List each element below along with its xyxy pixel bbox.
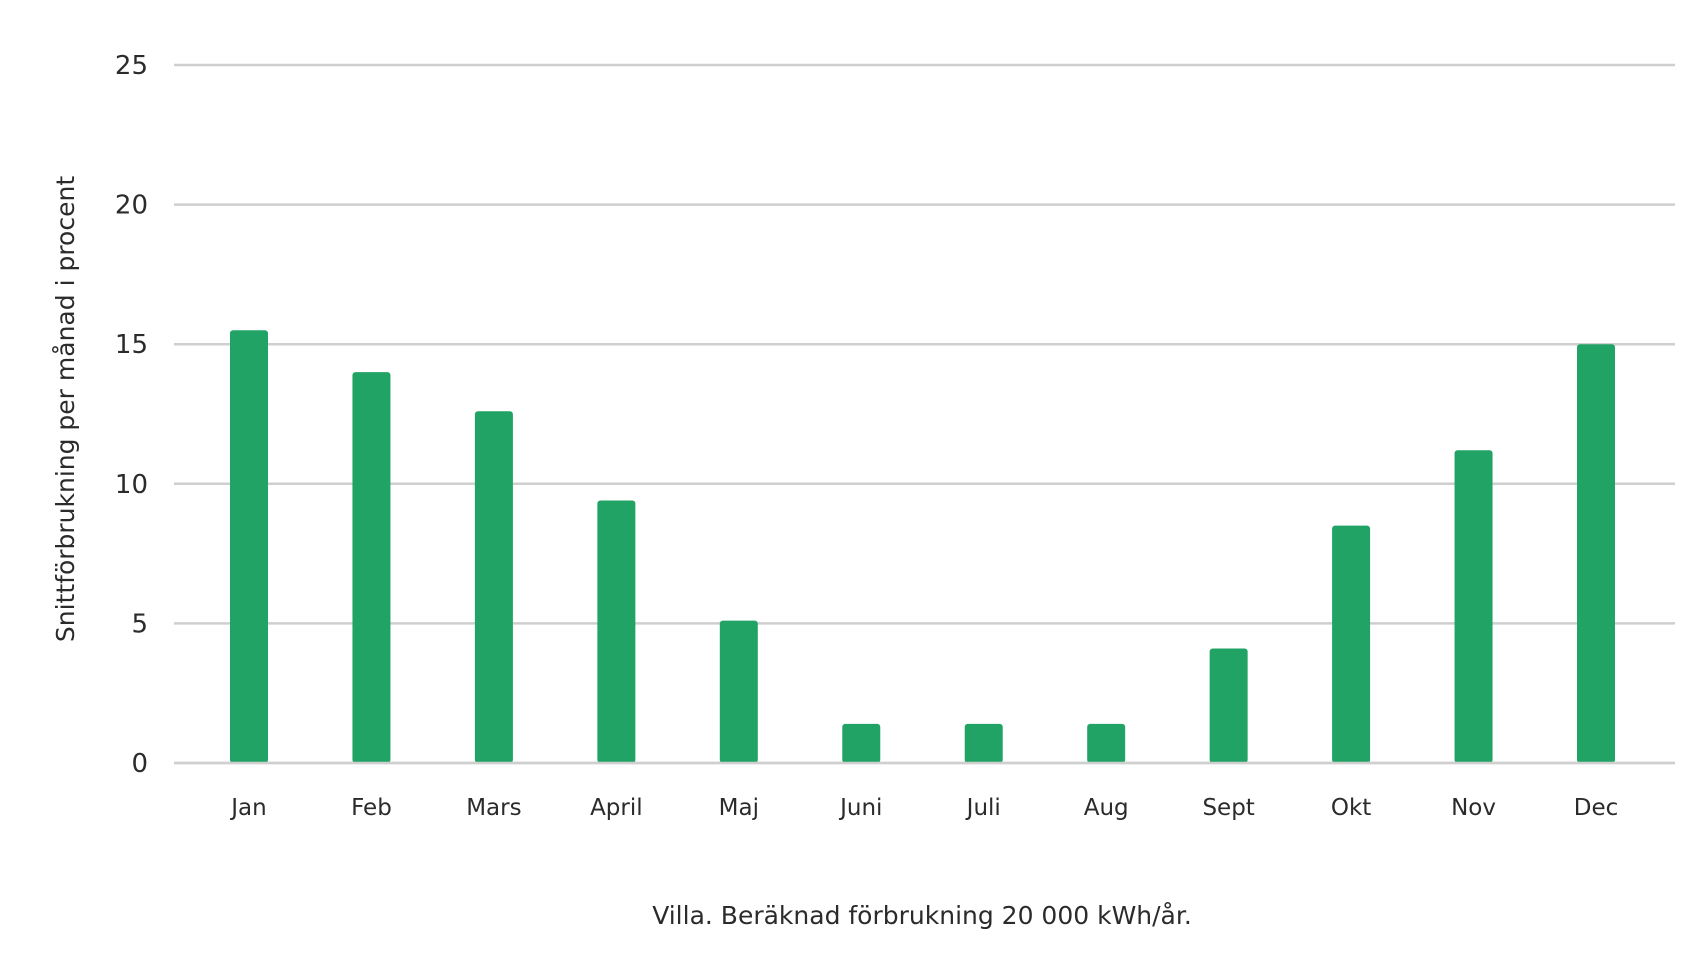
x-tick-label: Aug [1084,795,1129,821]
x-axis-ticks: Jan Feb Mars April Maj Juni Juli Aug Sept Okt Nov D… [229,795,1618,821]
y-tick-label: 5 [131,609,148,639]
bar-jan [230,330,268,763]
bar-juli [964,723,1003,763]
x-tick-label: Sept [1202,795,1254,821]
y-tick-label: 20 [115,191,148,221]
bars [174,330,1675,765]
y-tick-label: 0 [131,749,148,779]
x-tick-label: Dec [1574,795,1619,821]
x-tick-label: April [590,795,643,821]
bar-juni [842,723,881,763]
y-tick-label: 25 [115,51,148,81]
bar-okt [1332,525,1371,763]
y-axis-ticks: 0 5 10 15 20 25 [115,51,148,779]
x-axis-title: Villa. Beräknad förbrukning 20 000 kWh/å… [652,901,1192,930]
bar-dec [1577,344,1615,763]
y-tick-label: 10 [115,470,148,500]
x-tick-label: Maj [719,795,759,821]
x-tick-label: Juni [838,795,882,821]
x-tick-label: Jan [229,795,266,821]
x-tick-label: Juli [965,795,1001,821]
gridlines [174,63,1675,765]
bar-sept [1209,648,1248,763]
y-axis-title: Snittförbrukning per månad i procent [51,176,80,642]
y-tick-label: 15 [115,330,148,360]
bar-feb [352,372,391,763]
bar-aug [1087,723,1126,763]
bar-nov [1454,450,1493,763]
bar-mars [474,411,513,763]
x-tick-label: Nov [1451,795,1496,821]
bar-maj [719,620,758,763]
x-tick-label: Okt [1331,795,1371,821]
bar-april [597,500,636,763]
x-tick-label: Mars [466,795,521,821]
x-tick-label: Feb [351,795,392,821]
